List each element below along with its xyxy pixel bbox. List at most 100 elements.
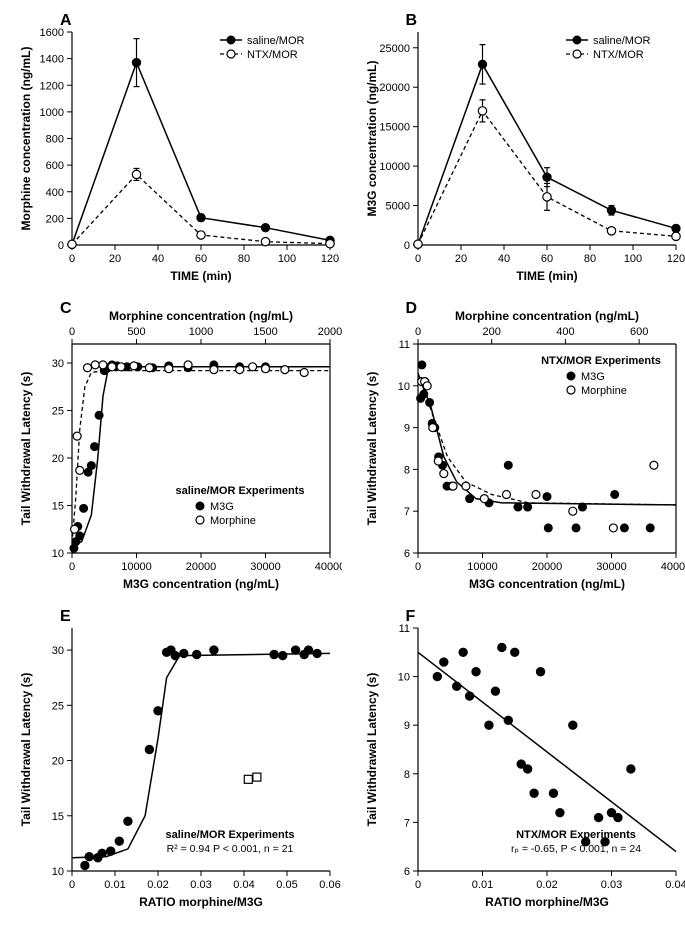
svg-text:80: 80 [238, 253, 250, 265]
panel-b-label: B [406, 12, 418, 30]
svg-text:25: 25 [52, 700, 64, 712]
svg-text:10: 10 [397, 381, 409, 393]
svg-text:30000: 30000 [250, 561, 281, 573]
svg-text:R² = 0.94 P < 0.001, n = 21: R² = 0.94 P < 0.001, n = 21 [167, 843, 294, 855]
svg-text:9: 9 [403, 720, 409, 732]
svg-text:8: 8 [403, 769, 409, 781]
svg-text:0: 0 [69, 253, 75, 265]
svg-text:0.03: 0.03 [600, 879, 621, 891]
svg-text:10: 10 [52, 548, 64, 560]
svg-text:RATIO morphine/M3G: RATIO morphine/M3G [139, 895, 263, 909]
svg-text:20000: 20000 [379, 82, 410, 94]
svg-text:0: 0 [69, 326, 75, 338]
svg-text:30: 30 [52, 358, 64, 370]
svg-text:600: 600 [46, 160, 64, 172]
svg-text:saline/MOR Experiments: saline/MOR Experiments [176, 485, 305, 497]
svg-text:Morphine concentration (ng/mL): Morphine concentration (ng/mL) [455, 309, 639, 323]
svg-text:0.02: 0.02 [147, 879, 168, 891]
svg-text:2000: 2000 [318, 326, 342, 338]
svg-text:Morphine: Morphine [581, 385, 627, 397]
svg-text:NTX/MOR Experiments: NTX/MOR Experiments [516, 829, 636, 841]
svg-text:6: 6 [403, 548, 409, 560]
svg-text:10000: 10000 [379, 161, 410, 173]
svg-text:400: 400 [46, 187, 64, 199]
figure-grid: A020406080100120020040060080010001200140… [10, 10, 685, 916]
svg-text:M3G concentration (ng/mL): M3G concentration (ng/mL) [123, 577, 279, 591]
svg-text:8: 8 [403, 464, 409, 476]
svg-text:1500: 1500 [253, 326, 277, 338]
svg-text:0.01: 0.01 [104, 879, 125, 891]
svg-text:120: 120 [666, 253, 684, 265]
svg-text:0.04: 0.04 [665, 879, 685, 891]
svg-text:0: 0 [58, 240, 64, 252]
svg-text:TIME (min): TIME (min) [516, 269, 577, 283]
svg-text:M3G concentration (ng/mL): M3G concentration (ng/mL) [365, 60, 379, 216]
svg-text:rₚ = -0.65, P < 0.001, n = 2: rₚ = -0.65, P < 0.001, n = 24 [510, 843, 640, 855]
svg-text:NTX/MOR Experiments: NTX/MOR Experiments [541, 355, 661, 367]
svg-text:M3G: M3G [581, 371, 605, 383]
svg-text:11: 11 [398, 339, 409, 351]
svg-text:20000: 20000 [531, 561, 562, 573]
svg-text:5000: 5000 [385, 201, 409, 213]
panel-d: D01000020000300004000067891011M3G concen… [356, 298, 685, 598]
svg-text:7: 7 [403, 817, 409, 829]
svg-text:7: 7 [403, 506, 409, 518]
svg-text:0: 0 [69, 561, 75, 573]
svg-text:10: 10 [52, 866, 64, 878]
svg-text:NTX/MOR: NTX/MOR [247, 49, 298, 61]
svg-text:0.03: 0.03 [190, 879, 211, 891]
svg-text:NTX/MOR: NTX/MOR [593, 49, 644, 61]
svg-text:800: 800 [46, 134, 64, 146]
svg-text:0.01: 0.01 [471, 879, 492, 891]
svg-text:40000: 40000 [660, 561, 685, 573]
svg-text:1200: 1200 [40, 80, 64, 92]
svg-text:0.05: 0.05 [276, 879, 297, 891]
svg-text:20: 20 [109, 253, 121, 265]
panel-f-label: F [406, 608, 416, 626]
svg-text:M3G concentration (ng/mL): M3G concentration (ng/mL) [469, 577, 625, 591]
svg-text:200: 200 [46, 213, 64, 225]
svg-text:0: 0 [414, 561, 420, 573]
svg-text:0: 0 [414, 253, 420, 265]
svg-text:15: 15 [52, 811, 64, 823]
svg-text:Tail Withdrawal Latency (s): Tail Withdrawal Latency (s) [19, 673, 33, 827]
svg-text:25: 25 [52, 406, 64, 418]
svg-text:15000: 15000 [379, 122, 410, 134]
svg-text:1400: 1400 [40, 54, 64, 66]
svg-text:15: 15 [52, 501, 64, 513]
svg-text:Morphine: Morphine [210, 515, 256, 527]
svg-text:0: 0 [69, 879, 75, 891]
svg-text:80: 80 [583, 253, 595, 265]
svg-text:40: 40 [497, 253, 509, 265]
svg-text:0.02: 0.02 [536, 879, 557, 891]
svg-text:100: 100 [278, 253, 296, 265]
svg-text:100: 100 [623, 253, 641, 265]
svg-text:30: 30 [52, 645, 64, 657]
panel-f: F00.010.020.030.0467891011RATIO morphine… [356, 606, 685, 916]
svg-text:saline/MOR: saline/MOR [593, 35, 651, 47]
svg-text:Morphine concentration (ng/mL): Morphine concentration (ng/mL) [109, 309, 293, 323]
svg-text:Tail Withdrawal Latency (s): Tail Withdrawal Latency (s) [365, 372, 379, 526]
svg-text:30000: 30000 [596, 561, 627, 573]
svg-text:20: 20 [52, 756, 64, 768]
panel-e: E00.010.020.030.040.050.061015202530RATI… [10, 606, 350, 916]
svg-text:9: 9 [403, 423, 409, 435]
svg-text:20: 20 [454, 253, 466, 265]
svg-text:10000: 10000 [121, 561, 152, 573]
svg-text:120: 120 [321, 253, 339, 265]
svg-text:10000: 10000 [467, 561, 498, 573]
svg-text:0: 0 [414, 879, 420, 891]
svg-text:500: 500 [127, 326, 145, 338]
svg-text:60: 60 [195, 253, 207, 265]
svg-text:20: 20 [52, 453, 64, 465]
svg-text:25000: 25000 [379, 43, 410, 55]
svg-text:Tail Withdrawal Latency (s): Tail Withdrawal Latency (s) [365, 673, 379, 827]
svg-text:saline/MOR Experiments: saline/MOR Experiments [166, 829, 295, 841]
svg-text:200: 200 [482, 326, 500, 338]
svg-text:Tail Withdrawal Latency (s): Tail Withdrawal Latency (s) [19, 372, 33, 526]
svg-text:saline/MOR: saline/MOR [247, 35, 305, 47]
svg-text:RATIO morphine/M3G: RATIO morphine/M3G [485, 895, 609, 909]
panel-c-label: C [60, 300, 72, 318]
svg-text:6: 6 [403, 866, 409, 878]
panel-a-label: A [60, 12, 72, 30]
